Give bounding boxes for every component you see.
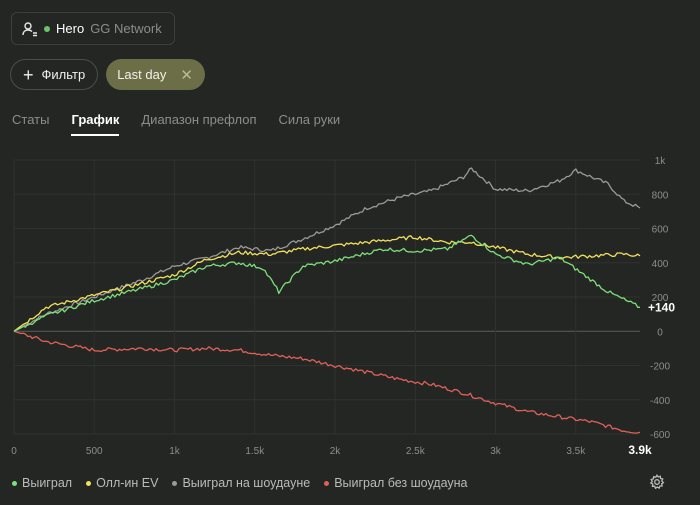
filter-button[interactable]: + Фильтр — [10, 59, 99, 90]
tab-stats[interactable]: Статы — [12, 112, 50, 127]
settings-gear-icon[interactable] — [649, 473, 665, 490]
x-tick-label: 0 — [11, 446, 17, 457]
legend-item-won[interactable]: Выиграл — [12, 476, 72, 490]
plus-icon: + — [23, 64, 34, 85]
online-status-dot — [44, 25, 50, 32]
legend-swatch — [324, 480, 330, 486]
player-selector[interactable]: Hero GG Network — [11, 12, 175, 45]
x-tick-label: 1k — [169, 446, 181, 457]
series-line — [13, 235, 641, 332]
player-network: GG Network — [90, 21, 162, 36]
x-tick-label: 3k — [490, 446, 502, 457]
y-tick-label: 1k — [655, 156, 667, 167]
user-settings-icon — [22, 21, 38, 37]
y-tick-label: 800 — [652, 190, 669, 201]
x-tick-label: 2.5k — [406, 446, 426, 457]
y-tick-label: 400 — [652, 259, 669, 270]
legend-label: Выиграл на шоудауне — [182, 476, 311, 490]
series-line — [13, 330, 641, 434]
y-tick-label: -600 — [650, 430, 670, 441]
y-tick-label: -400 — [650, 396, 670, 407]
y-tick-label: 0 — [657, 327, 663, 338]
x-tick-label: 2k — [330, 446, 342, 457]
legend-item-allin-ev[interactable]: Олл-ин EV — [86, 476, 158, 490]
filter-button-label: Фильтр — [41, 67, 86, 82]
x-end-label: 3.9k — [628, 443, 652, 457]
player-name: Hero — [56, 21, 85, 36]
tab-hand-strength[interactable]: Сила руки — [278, 112, 341, 127]
tab-preflop-range[interactable]: Диапазон префлоп — [141, 112, 257, 127]
date-range-label: Last day — [117, 67, 167, 82]
legend-swatch — [172, 480, 178, 486]
close-icon[interactable]: ✕ — [180, 66, 193, 84]
tab-bar: Статы График Диапазон префлоп Сила руки — [12, 112, 340, 136]
legend-item-non-showdown[interactable]: Выиграл без шоудауна — [324, 476, 468, 490]
y-tick-label: 600 — [652, 225, 669, 236]
legend-swatch — [86, 480, 92, 486]
legend-label: Олл-ин EV — [96, 476, 159, 490]
y-tick-label: 200 — [652, 293, 669, 304]
series-line — [13, 234, 640, 332]
legend-swatch — [12, 480, 17, 486]
end-value-label: +140 — [648, 300, 675, 314]
y-tick-label: -200 — [650, 362, 670, 373]
x-tick-label: 3.5k — [566, 446, 586, 457]
tab-graph[interactable]: График — [71, 112, 120, 136]
date-range-chip[interactable]: Last day ✕ — [106, 59, 205, 90]
winnings-chart[interactable]: 1k 800 600 400 200 0 -200 -400 -600 0 500 1k 1.5k 2k 2… — [0, 148, 700, 468]
legend-label: Выиграл — [22, 476, 73, 490]
legend-item-showdown[interactable]: Выиграл на шоудауне — [172, 476, 310, 490]
x-tick-label: 1.5k — [245, 446, 265, 457]
series-line — [13, 167, 641, 332]
chart-legend: Выиграл Олл-ин EV Выиграл на шоудауне Вы… — [12, 476, 468, 490]
filter-row: + Фильтр Last day ✕ — [10, 59, 205, 90]
winnings-chart-svg: 1k 800 600 400 200 0 -200 -400 -600 0 500 1k 1.5k 2k 2… — [11, 156, 675, 457]
x-tick-label: 500 — [86, 446, 103, 457]
legend-label: Выиграл без шоудауна — [334, 476, 468, 490]
